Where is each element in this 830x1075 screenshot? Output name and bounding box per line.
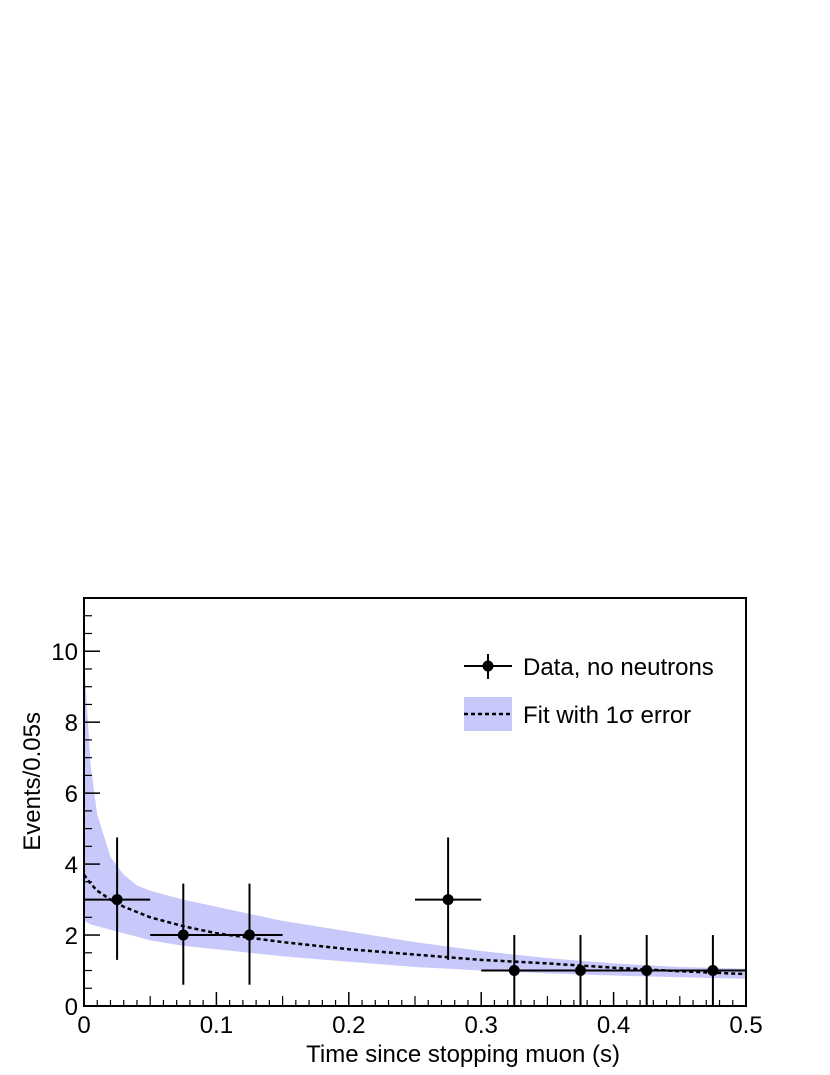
data-point-8 bbox=[679, 935, 746, 1006]
y-tick-label: 0 bbox=[65, 994, 78, 1021]
data-point-marker bbox=[641, 965, 653, 977]
data-point-marker bbox=[442, 894, 454, 906]
legend: Data, no neutrons Fit with 1σ error bbox=[464, 654, 714, 731]
data-point-marker bbox=[244, 929, 255, 941]
data-point-2 bbox=[150, 883, 217, 985]
data-point-7 bbox=[613, 935, 680, 1006]
data-point-1 bbox=[84, 837, 151, 960]
data-point-6 bbox=[547, 935, 614, 1006]
data-point-marker bbox=[177, 929, 189, 941]
data-point-4 bbox=[415, 837, 482, 960]
axis-tick-labels: 0 0.1 0.2 0.3 0.4 0.5 0 2 4 6 8 10 bbox=[51, 639, 762, 1039]
data-point-3 bbox=[216, 883, 283, 985]
legend-entry-data: Data, no neutrons bbox=[464, 654, 714, 681]
y-tick-label: 10 bbox=[51, 639, 78, 666]
axis-ticks bbox=[83, 597, 747, 1007]
legend-data-marker-dot bbox=[482, 660, 494, 672]
data-point-marker bbox=[575, 965, 586, 977]
x-tick-label: 0.4 bbox=[597, 1012, 630, 1039]
y-tick-label: 6 bbox=[65, 781, 78, 808]
legend-label-fit: Fit with 1σ error bbox=[523, 702, 691, 729]
data-point-marker bbox=[508, 965, 520, 977]
y-tick-label: 2 bbox=[65, 923, 78, 950]
y-axis-label: Events/0.05s bbox=[19, 712, 46, 851]
y-tick-label: 4 bbox=[65, 852, 78, 879]
x-axis-label: Time since stopping muon (s) bbox=[306, 1041, 620, 1068]
data-points-layer bbox=[84, 837, 746, 1006]
x-tick-label: 0.2 bbox=[332, 1012, 365, 1039]
legend-entry-fit: Fit with 1σ error bbox=[464, 697, 691, 731]
data-point-marker bbox=[111, 894, 123, 906]
y-tick-label: 8 bbox=[65, 710, 78, 737]
x-tick-label: 0.3 bbox=[465, 1012, 498, 1039]
data-point-marker bbox=[707, 965, 719, 977]
x-tick-label: 0 bbox=[77, 1012, 90, 1039]
x-tick-label: 0.1 bbox=[200, 1012, 233, 1039]
data-point-5 bbox=[481, 935, 548, 1006]
legend-label-data: Data, no neutrons bbox=[523, 654, 714, 681]
x-tick-label: 0.5 bbox=[729, 1012, 762, 1039]
